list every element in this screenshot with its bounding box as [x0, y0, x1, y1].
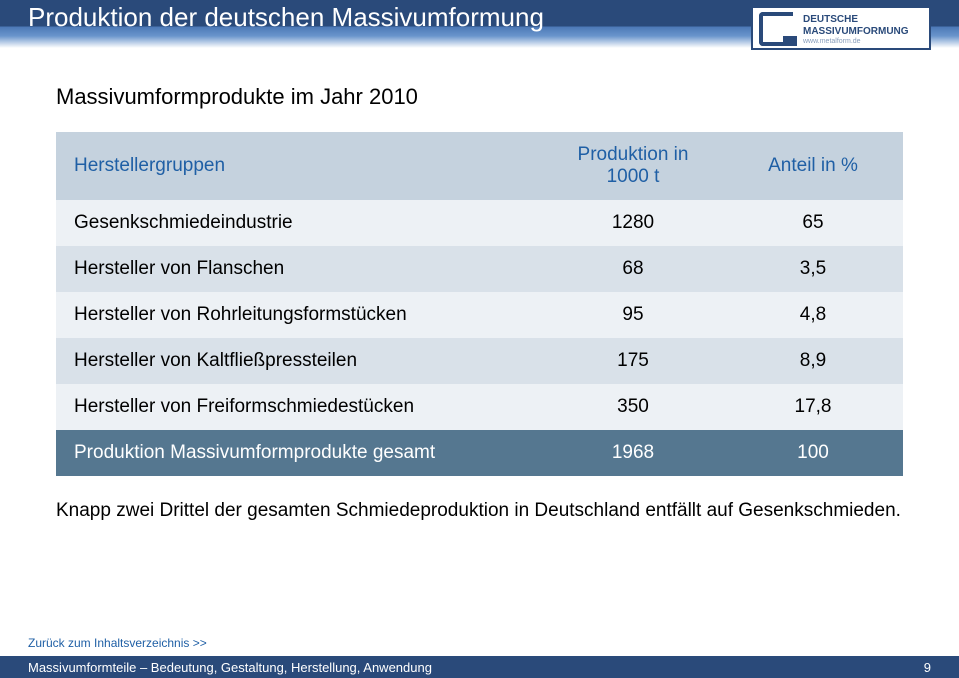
cell: 68 [543, 246, 723, 292]
back-link[interactable]: Zurück zum Inhaltsverzeichnis >> [28, 636, 207, 650]
cell: 95 [543, 292, 723, 338]
cell: 175 [543, 338, 723, 384]
table-row: Hersteller von Flanschen 68 3,5 [56, 246, 903, 292]
col-header-2: Anteil in % [723, 132, 903, 200]
logo-line1: DEUTSCHE [803, 14, 858, 25]
note: Knapp zwei Drittel der gesamten Schmiede… [56, 500, 903, 522]
footer-bar: Massivumformteile – Bedeutung, Gestaltun… [0, 656, 959, 678]
cell: 1280 [543, 200, 723, 246]
logo-line2: MASSIVUMFORMUNG [803, 26, 909, 37]
logo-g-icon [759, 12, 793, 46]
cell: 65 [723, 200, 903, 246]
table-row: Hersteller von Kaltfließpressteilen 175 … [56, 338, 903, 384]
logo-text: DEUTSCHE MASSIVUMFORMUNG [803, 14, 909, 38]
footer: Zurück zum Inhaltsverzeichnis >> Massivu… [0, 628, 959, 678]
cell: 4,8 [723, 292, 903, 338]
table-header-row: Herstellergruppen Produktion in 1000 t A… [56, 132, 903, 200]
cell: Hersteller von Freiformschmiedestücken [56, 384, 543, 430]
cell: Hersteller von Flanschen [56, 246, 543, 292]
content: Massivumformprodukte im Jahr 2010 Herste… [0, 48, 959, 522]
col-header-1: Produktion in 1000 t [543, 132, 723, 200]
table-row: Gesenkschmiedeindustrie 1280 65 [56, 200, 903, 246]
data-table: Herstellergruppen Produktion in 1000 t A… [56, 132, 903, 476]
subtitle: Massivumformprodukte im Jahr 2010 [56, 84, 903, 110]
cell: Produktion Massivumformprodukte gesamt [56, 430, 543, 476]
table-row: Hersteller von Rohrleitungsformstücken 9… [56, 292, 903, 338]
cell: 8,9 [723, 338, 903, 384]
footer-text: Massivumformteile – Bedeutung, Gestaltun… [28, 660, 432, 675]
cell: Hersteller von Kaltfließpressteilen [56, 338, 543, 384]
table-row: Hersteller von Freiformschmiedestücken 3… [56, 384, 903, 430]
header-bar: Produktion der deutschen Massivumformung… [0, 0, 959, 48]
cell: Hersteller von Rohrleitungsformstücken [56, 292, 543, 338]
logo-box: DEUTSCHE MASSIVUMFORMUNG www.metalform.d… [751, 6, 931, 50]
page-number: 9 [924, 660, 931, 675]
page-title: Produktion der deutschen Massivumformung [28, 2, 544, 33]
cell: 1968 [543, 430, 723, 476]
cell: Gesenkschmiedeindustrie [56, 200, 543, 246]
table-total-row: Produktion Massivumformprodukte gesamt 1… [56, 430, 903, 476]
cell: 3,5 [723, 246, 903, 292]
cell: 350 [543, 384, 723, 430]
cell: 100 [723, 430, 903, 476]
logo: DEUTSCHE MASSIVUMFORMUNG www.metalform.d… [751, 6, 931, 50]
col-header-0: Herstellergruppen [56, 132, 543, 200]
cell: 17,8 [723, 384, 903, 430]
logo-sub: www.metalform.de [803, 38, 861, 45]
